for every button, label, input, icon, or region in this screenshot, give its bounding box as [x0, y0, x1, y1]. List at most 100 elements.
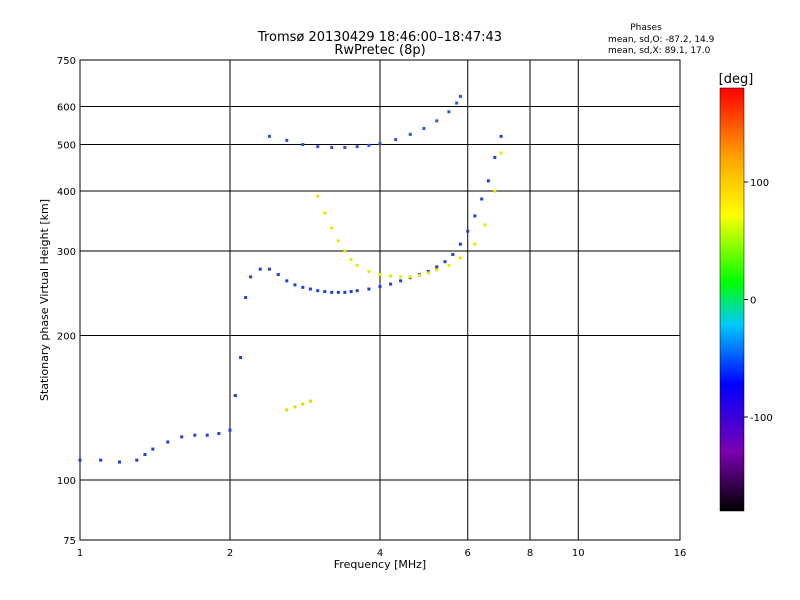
data-point [499, 151, 503, 155]
data-point [367, 287, 371, 291]
data-point [293, 283, 297, 287]
data-point [193, 433, 197, 437]
data-point [330, 226, 334, 230]
data-point [435, 268, 439, 272]
x-tick-label: 2 [227, 548, 233, 559]
data-point [249, 275, 253, 279]
colorbar [719, 87, 745, 512]
data-point [493, 189, 497, 193]
data-point [483, 223, 487, 227]
data-point [349, 258, 353, 262]
data-point [78, 458, 82, 462]
data-point [285, 138, 289, 142]
data-point [135, 458, 139, 462]
data-point [435, 265, 439, 269]
data-point [435, 119, 439, 123]
data-point [217, 432, 221, 436]
data-point [455, 101, 459, 105]
x-tick-labels: 1 2 4 6 8 10 16 [77, 548, 687, 559]
data-point [323, 290, 327, 294]
data-point [151, 447, 155, 451]
data-point [447, 263, 451, 267]
data-point [343, 145, 347, 149]
data-point [426, 269, 430, 273]
y-tick-label: 400 [57, 187, 76, 198]
data-point [323, 211, 327, 215]
chart-subtitle: RwPretec (8p) [334, 43, 425, 58]
data-point [336, 290, 340, 294]
colorbar-tick-label: 0 [750, 296, 756, 307]
data-point [458, 242, 462, 246]
phases-legend-x: mean, sd,X: 89.1, 17.0 [608, 46, 711, 56]
data-point [349, 290, 353, 294]
data-point [244, 296, 248, 300]
chart-title: Tromsø 20130429 18:46:00–18:47:43 [257, 30, 502, 45]
x-tick-label: 1 [77, 548, 83, 559]
data-point [378, 273, 382, 277]
y-tick-label: 300 [57, 247, 76, 258]
data-point [308, 287, 312, 291]
data-point [447, 110, 451, 114]
y-tick-label: 600 [57, 103, 76, 114]
data-point [228, 428, 232, 432]
data-point [399, 275, 403, 279]
data-point [367, 269, 371, 273]
data-point [166, 440, 170, 444]
data-point [285, 279, 289, 283]
colorbar-label: [deg] [719, 72, 754, 87]
data-point [458, 94, 462, 98]
y-tick-label: 75 [63, 536, 76, 547]
y-axis-label: Stationary phase Virtual Height [km] [38, 199, 51, 401]
data-points [78, 94, 503, 464]
y-tick-label: 100 [57, 476, 76, 487]
data-point [233, 394, 237, 398]
data-point [308, 399, 312, 403]
data-point [422, 126, 426, 130]
data-point [399, 279, 403, 283]
data-point [205, 433, 209, 437]
y-tick-labels: 75 100 200 300 400 500 600 750 [57, 56, 76, 547]
data-point [316, 145, 320, 149]
data-point [367, 143, 371, 147]
data-point [316, 194, 320, 198]
data-point [473, 214, 477, 218]
y-tick-label: 750 [57, 56, 76, 67]
data-point [336, 239, 340, 243]
data-point [378, 285, 382, 289]
data-point [343, 290, 347, 294]
data-point [117, 460, 121, 464]
data-point [378, 142, 382, 146]
data-point [180, 435, 184, 439]
data-point [408, 275, 412, 279]
data-point [239, 355, 243, 359]
data-point [267, 267, 271, 271]
colorbar-tick-label: -100 [750, 413, 773, 424]
grid-lines [80, 60, 680, 540]
data-point [330, 145, 334, 149]
data-point [285, 408, 289, 412]
colorbar-tick-label: 100 [750, 178, 769, 189]
data-point [301, 143, 305, 147]
data-point [330, 290, 334, 294]
data-point [473, 242, 477, 246]
data-point [408, 132, 412, 136]
data-point [394, 138, 398, 142]
data-point [258, 267, 262, 271]
data-point [389, 282, 393, 286]
data-point [143, 453, 147, 457]
data-point [301, 402, 305, 406]
data-point [417, 273, 421, 277]
x-tick-label: 6 [465, 548, 471, 559]
data-point [355, 145, 359, 149]
data-point [389, 274, 393, 278]
data-point [301, 285, 305, 289]
data-point [426, 271, 430, 275]
data-point [466, 229, 470, 233]
x-tick-label: 8 [527, 548, 533, 559]
data-point [355, 289, 359, 293]
phases-legend-title: Phases [630, 23, 662, 33]
y-tick-label: 200 [57, 332, 76, 343]
data-point [99, 458, 103, 462]
data-point [458, 256, 462, 260]
